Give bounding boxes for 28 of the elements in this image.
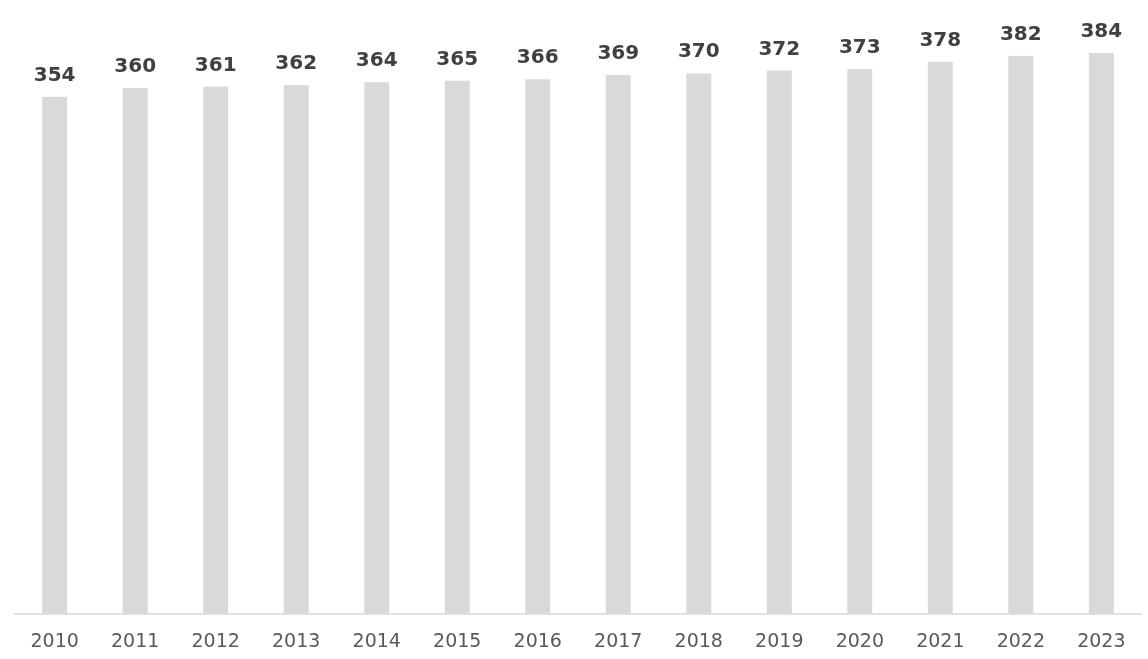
- x-tick-label: 2012: [191, 629, 240, 652]
- data-label: 362: [275, 50, 318, 75]
- data-label: 373: [838, 34, 881, 59]
- x-tick-label: 2015: [433, 629, 482, 652]
- data-label: 378: [919, 26, 962, 51]
- data-label: 354: [33, 61, 76, 86]
- data-label: 366: [516, 44, 559, 69]
- x-tick-label: 2020: [835, 629, 884, 652]
- x-tick-label: 2011: [110, 629, 160, 652]
- x-tick-label: 2017: [594, 629, 643, 652]
- x-tick-label: 2021: [916, 629, 965, 652]
- x-tick-label: 2018: [674, 629, 723, 652]
- data-label: 369: [597, 39, 640, 64]
- data-label: 360: [114, 53, 157, 78]
- data-label: 364: [355, 47, 398, 72]
- x-tick-label: 2019: [755, 629, 804, 652]
- x-tick-label: 2022: [996, 629, 1046, 652]
- data-label: 382: [999, 20, 1042, 45]
- data-label: 372: [758, 35, 801, 60]
- data-label: 370: [677, 38, 720, 63]
- x-tick-label: 2010: [30, 629, 79, 652]
- data-label: 365: [436, 45, 479, 70]
- data-label: 361: [194, 51, 237, 76]
- x-tick-label: 2023: [1077, 629, 1126, 652]
- data-label: 384: [1080, 18, 1123, 42]
- x-tick-label: 2014: [352, 629, 401, 652]
- x-tick-label: 2013: [272, 629, 321, 652]
- x-tick-label: 2016: [513, 629, 562, 652]
